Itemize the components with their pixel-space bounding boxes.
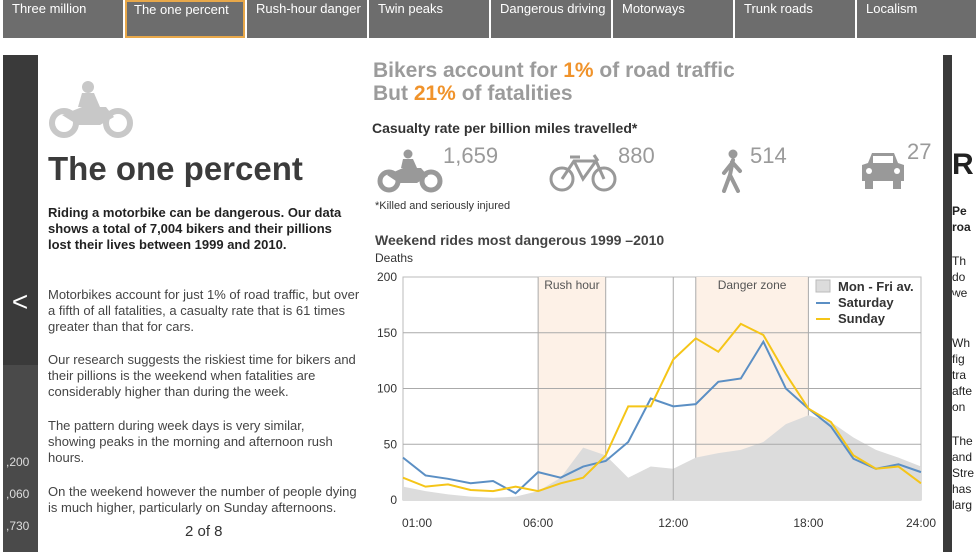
y-tick-label: 100: [377, 382, 397, 396]
series-line-sunday: [402, 322, 922, 493]
series-area-mon-fri: [403, 415, 921, 500]
peek-text: Wh: [952, 336, 970, 350]
peek-text: larg: [952, 498, 973, 512]
legend-label: Sunday: [838, 311, 886, 326]
headline-text: But: [373, 82, 414, 105]
peek-text: The: [952, 434, 973, 448]
tab-localism[interactable]: Localism: [857, 0, 976, 38]
casualty-rate-title: Casualty rate per billion miles travelle…: [372, 120, 638, 136]
tab-dangerous-driving[interactable]: Dangerous driving: [491, 0, 611, 38]
tab-trunk-roads[interactable]: Trunk roads: [735, 0, 855, 38]
tab-the-one-percent[interactable]: The one percent: [125, 0, 245, 38]
tab-three-million[interactable]: Three million: [3, 0, 123, 38]
peek-text: roa: [952, 220, 971, 234]
y-tick-label: 200: [377, 270, 397, 284]
peek-text: and: [952, 450, 973, 464]
slide-pager: 2 of 8: [185, 523, 223, 540]
motorbike-icon: [377, 149, 443, 193]
peek-text: ,060: [6, 487, 30, 501]
x-tick-label: 24:00: [906, 516, 936, 530]
headline-text: of road traffic: [593, 59, 735, 82]
next-slide-strip: [943, 55, 976, 552]
bicycle-casualty-rate: 880: [618, 143, 655, 168]
page-title: The one percent: [48, 150, 303, 187]
previous-slide-button[interactable]: <: [11, 286, 29, 317]
tab-rush-hour-danger[interactable]: Rush-hour danger: [247, 0, 367, 38]
series-line-saturday: [402, 339, 922, 495]
body-paragraph: Our research suggests the riskiest time …: [48, 352, 356, 399]
legend-swatch: [815, 279, 831, 293]
peek-text: has: [952, 482, 972, 496]
peek-text: we: [952, 286, 968, 300]
body-paragraph: The pattern during week days is very sim…: [48, 418, 333, 465]
peek-text: Stre: [952, 466, 975, 480]
previous-slide-strip: ,200 ,060 ,730: [3, 55, 38, 552]
peek-text: afte: [952, 384, 973, 398]
lead-paragraph: Riding a motorbike can be dangerous. Our…: [48, 205, 342, 252]
headline: Bikers account for 1% of road traffic Bu…: [373, 59, 735, 105]
headline-text: Bikers account for: [373, 59, 564, 82]
peek-text: Pe: [952, 204, 967, 218]
car-casualty-rate: 27: [907, 139, 932, 164]
footnote: *Killed and seriously injured: [375, 200, 511, 212]
tab-motorways[interactable]: Motorways: [613, 0, 733, 38]
y-tick-label: 50: [384, 437, 398, 451]
headline-highlight: 21%: [413, 82, 456, 105]
y-axis-label: Deaths: [375, 251, 414, 265]
y-tick-label: 150: [377, 326, 397, 340]
headline-text: of fatalities: [455, 82, 573, 105]
car-icon: [862, 153, 904, 189]
y-tick-label: 0: [390, 493, 397, 507]
body-paragraph: Motorbikes account for just 1% of road t…: [48, 287, 360, 334]
motorbike-icon: [49, 81, 133, 138]
chart-title: Weekend rides most dangerous 1999 –2010: [375, 232, 665, 248]
section-tab-bar: Three million The one percent Rush-hour …: [0, 0, 976, 40]
peek-heading: R: [952, 148, 974, 181]
x-tick-label: 06:00: [523, 516, 553, 530]
zone-label: Danger zone: [718, 278, 787, 292]
headline-highlight: 1%: [563, 59, 594, 82]
x-tick-label: 18:00: [793, 516, 823, 530]
peek-text: do: [952, 270, 966, 284]
bicycle-icon: [549, 154, 617, 192]
peek-text: on: [952, 400, 966, 414]
peek-text: fig: [952, 352, 965, 366]
x-tick-label: 01:00: [402, 516, 432, 530]
peek-text: ,200: [6, 455, 30, 469]
peek-text: ,730: [6, 519, 30, 533]
zone-label: Rush hour: [544, 278, 599, 292]
legend-label: Mon - Fri av.: [838, 279, 914, 294]
peek-text: Th: [952, 254, 967, 268]
tab-twin-peaks[interactable]: Twin peaks: [369, 0, 489, 38]
motorbike-casualty-rate: 1,659: [443, 143, 499, 168]
legend-label: Saturday: [838, 295, 894, 310]
peek-text: tra: [952, 368, 967, 382]
x-tick-label: 12:00: [658, 516, 688, 530]
pedestrian-casualty-rate: 514: [750, 143, 787, 168]
next-slide-button[interactable]: >: [951, 286, 969, 317]
body-paragraph: On the weekend however the number of peo…: [48, 484, 357, 515]
pedestrian-icon: [722, 149, 742, 193]
